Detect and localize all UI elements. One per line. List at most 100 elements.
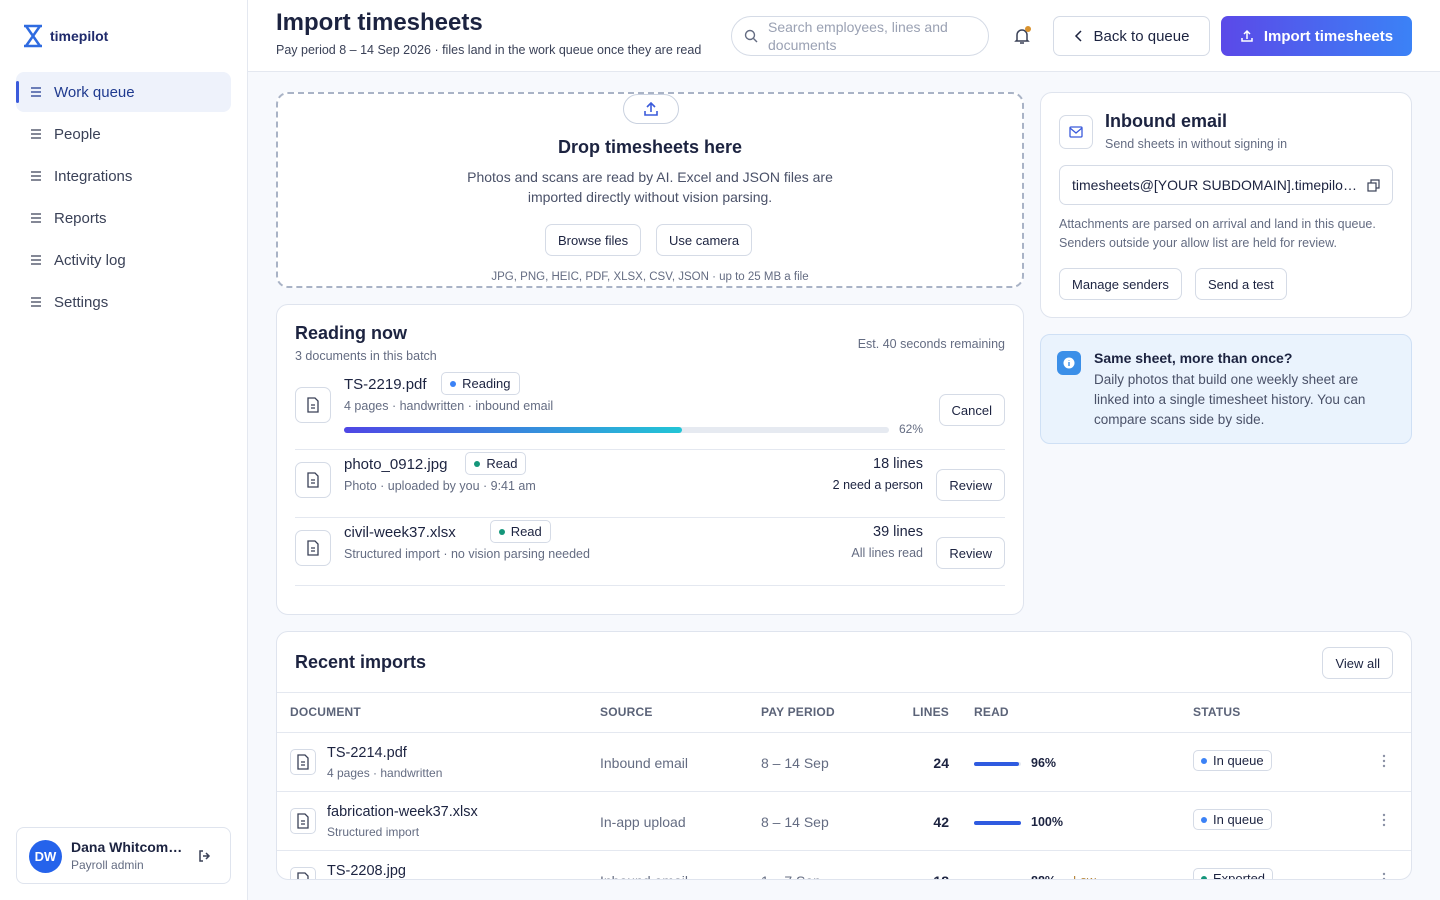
read-bar	[974, 762, 1020, 766]
row-menu[interactable]	[1381, 753, 1387, 769]
nav-label: Activity log	[54, 251, 126, 269]
file-glyph	[297, 872, 309, 879]
file-meta: Photo · uploaded by you · 9:41 am	[344, 479, 536, 493]
status-dot	[1201, 816, 1207, 823]
row-menu[interactable]	[1381, 812, 1387, 828]
nav-label: People	[54, 125, 101, 143]
file-name: TS-2214.pdf	[327, 745, 407, 761]
logout-icon[interactable]	[197, 848, 213, 864]
import-label: Import timesheets	[1263, 27, 1394, 45]
sidebar: timepilot Work queue People Integrations Re…	[0, 0, 248, 900]
status-label: In queue	[1213, 812, 1264, 827]
nav-label: Settings	[54, 293, 109, 311]
email-subtitle: Send sheets in without signing in	[1105, 137, 1288, 151]
reading-card: Reading now 3 documents in this batch Es…	[276, 304, 1024, 615]
read-track	[974, 821, 1021, 825]
file-icon	[295, 387, 331, 423]
camera-button[interactable]: Use camera	[656, 224, 753, 256]
kebab	[1382, 813, 1386, 827]
nav-item[interactable]: Reports	[16, 198, 231, 238]
recent-card: Recent imports View all DOCUMENT SOURCE PA…	[276, 631, 1412, 880]
file-meta: 4 pages · handwritten · inbound email	[344, 399, 554, 413]
read-label: 100%	[1031, 815, 1063, 829]
user-name: Dana Whitcom…	[71, 839, 183, 855]
copy-icon[interactable]	[1367, 178, 1380, 192]
column-header: STATUS	[1193, 705, 1241, 719]
nav-item[interactable]: Activity log	[16, 240, 231, 280]
dropzone-title: Drop timesheets here	[557, 137, 743, 157]
kebab	[1382, 872, 1386, 879]
file-icon	[290, 867, 316, 879]
file-name: TS-2219.pdf	[344, 376, 427, 393]
nav-item[interactable]: Settings	[16, 282, 231, 322]
nav-label: Reports	[54, 209, 107, 227]
read-track	[974, 762, 1021, 766]
file-icon	[295, 462, 331, 498]
status-label: Reading	[462, 376, 511, 391]
back-button[interactable]: Back to queue	[1053, 16, 1210, 56]
pay-period: 8 – 14 Sep	[761, 755, 829, 771]
reading-subtitle: 3 documents in this batch	[295, 349, 437, 363]
info-text: Daily photos that build one weekly sheet…	[1094, 372, 1366, 427]
action-button[interactable]: Review	[936, 469, 1005, 501]
column-header: DOCUMENT	[290, 705, 361, 719]
line-note: All lines read	[851, 546, 923, 560]
chevron	[1074, 30, 1082, 42]
view-all[interactable]: View all	[1322, 647, 1393, 679]
send-test[interactable]: Send a test	[1195, 268, 1287, 300]
status-label: Read	[510, 524, 542, 539]
nav-label: Work queue	[54, 83, 135, 101]
pay-period: 8 – 14 Sep	[761, 814, 829, 830]
line-count: 24	[933, 755, 949, 771]
brand: timepilot	[50, 28, 109, 44]
reading-item: photo_0912.jpg Read Photo · uploaded by yo…	[295, 450, 1005, 518]
divider	[277, 692, 1411, 693]
notifications[interactable]	[1012, 26, 1032, 46]
nav-item[interactable]: Integrations	[16, 156, 231, 196]
file-icon	[295, 530, 331, 566]
column-header: SOURCE	[600, 705, 653, 719]
nav-item[interactable]: People	[16, 114, 231, 154]
row-menu[interactable]	[1381, 871, 1387, 879]
read-label: 88%	[1031, 874, 1056, 879]
email-card: Inbound email Send sheets in without sig…	[1040, 92, 1412, 318]
line-count: 42	[933, 814, 949, 830]
dropzone-text: Photos and scans are read by AI. Excel a…	[467, 169, 833, 205]
read-bar	[974, 821, 1021, 825]
user-card[interactable]: DW Dana Whitcom… Payroll admin	[16, 827, 231, 884]
nav-icon	[31, 213, 41, 223]
browse-button[interactable]: Browse files	[545, 224, 642, 256]
email-address-field[interactable]: timesheets@[YOUR SUBDOMAIN].timepilo…	[1059, 165, 1393, 205]
logo[interactable]: timepilot	[22, 24, 108, 48]
search[interactable]: Search employees, lines and documents	[731, 16, 989, 56]
reading-item: TS-2219.pdf Reading 4 pages · handwritten …	[295, 371, 1005, 450]
status-badge: In queue	[1193, 750, 1272, 771]
action-button[interactable]: Review	[936, 537, 1005, 569]
file-meta: Structured import · no vision parsing ne…	[344, 547, 590, 561]
email-address: timesheets@[YOUR SUBDOMAIN].timepilo…	[1072, 177, 1357, 193]
dropzone-note: JPG, PNG, HEIC, PDF, XLSX, CSV, JSON · u…	[491, 271, 809, 283]
status-label: Read	[486, 456, 518, 471]
column-header: PAY PERIOD	[761, 705, 835, 719]
table-row: TS-2214.pdf 4 pages · handwritten Inbound …	[277, 732, 1411, 791]
column-header: LINES	[912, 705, 949, 719]
status-label: In queue	[1213, 753, 1264, 768]
file-icon	[290, 749, 316, 775]
file-glyph	[307, 397, 319, 413]
manage-senders[interactable]: Manage senders	[1059, 268, 1182, 300]
dropzone[interactable]: Drop timesheets here Photos and scans ar…	[276, 92, 1024, 288]
info-title: Same sheet, more than once?	[1094, 350, 1293, 366]
mail-glyph	[1069, 126, 1083, 138]
import-button[interactable]: Import timesheets	[1221, 16, 1412, 56]
action-button[interactable]: Cancel	[938, 394, 1005, 426]
nav-item[interactable]: Work queue	[16, 72, 231, 112]
progress-bar	[344, 427, 682, 433]
file-name: photo_0912.jpg	[344, 456, 448, 473]
status-dot	[498, 528, 505, 535]
nav-icon	[31, 87, 41, 97]
search-icon	[744, 29, 758, 43]
back-label: Back to queue	[1093, 27, 1190, 45]
file-meta: 4 pages · handwritten	[327, 766, 443, 780]
file-name: TS-2208.jpg	[327, 863, 406, 879]
